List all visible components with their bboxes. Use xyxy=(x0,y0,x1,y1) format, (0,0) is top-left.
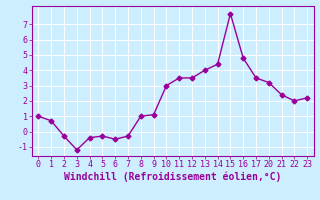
X-axis label: Windchill (Refroidissement éolien,°C): Windchill (Refroidissement éolien,°C) xyxy=(64,172,282,182)
